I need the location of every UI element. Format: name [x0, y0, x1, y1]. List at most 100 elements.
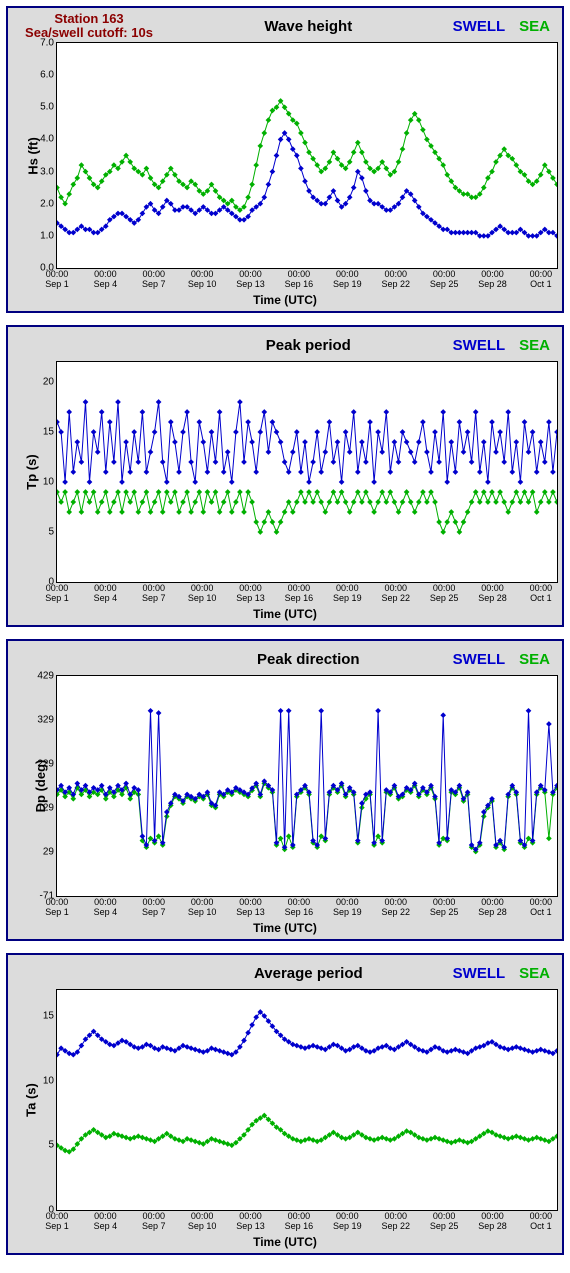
y-tick: 229 [37, 759, 57, 770]
series-svg [57, 676, 557, 896]
legend-sea: SEA [519, 337, 550, 354]
legend-sea: SEA [519, 965, 550, 982]
y-tick: 7.0 [40, 38, 57, 49]
series-sea [57, 489, 557, 535]
x-tick: 00:00Sep 22 [381, 584, 410, 604]
x-tick: 00:00Sep 25 [430, 584, 459, 604]
x-tick: 00:00Sep 28 [478, 1212, 507, 1232]
panel-hs: Station 163Sea/swell cutoff: 10sWave hei… [6, 6, 564, 313]
chart-title: Average period [164, 959, 453, 982]
panel-tp: Peak periodSWELLSEATp (s)0510152000:00Se… [6, 325, 564, 627]
x-tick: 00:00Sep 1 [45, 1212, 69, 1232]
legend: SWELLSEA [453, 331, 556, 354]
legend-sea: SEA [519, 18, 550, 35]
y-tick: 20 [43, 377, 57, 388]
x-tick: 00:00Sep 13 [236, 1212, 265, 1232]
x-tick: 00:00Sep 4 [94, 1212, 118, 1232]
x-tick: 00:00Sep 19 [333, 270, 362, 290]
x-tick: 00:00Sep 4 [94, 898, 118, 918]
y-tick: 15 [43, 1010, 57, 1021]
x-tick: 00:00Sep 25 [430, 898, 459, 918]
station-id: Station 163 [54, 11, 123, 26]
x-tick: 00:00Sep 16 [285, 898, 314, 918]
series-svg [57, 362, 557, 582]
y-tick: 129 [37, 803, 57, 814]
x-tick: 00:00Sep 13 [236, 584, 265, 604]
x-tick: 00:00Sep 25 [430, 1212, 459, 1232]
y-tick: 6.0 [40, 70, 57, 81]
x-tick: 00:00Sep 13 [236, 898, 265, 918]
chart-title: Wave height [164, 12, 453, 35]
x-tick: 00:00Sep 28 [478, 270, 507, 290]
panel-ta: Average periodSWELL SEA Ta (s)05101500:00S… [6, 953, 564, 1255]
panel-header: Station 163Sea/swell cutoff: 10sWave hei… [14, 12, 556, 42]
x-tick: 00:00Sep 22 [381, 898, 410, 918]
chart-title: Peak period [164, 331, 453, 354]
y-axis-label: Tp (s) [24, 454, 39, 489]
series-swell [57, 130, 557, 239]
plot-area: Ta (s)05101500:00Sep 100:00Sep 400:00Sep… [56, 989, 558, 1211]
series-sea [57, 1113, 557, 1155]
panel-header: Peak directionSWELLSEA [14, 645, 556, 675]
x-tick: 00:00Sep 10 [188, 898, 217, 918]
legend-swell: SWELL [453, 651, 506, 668]
legend: SWELL SEA [453, 959, 556, 982]
x-tick: 00:00Sep 19 [333, 1212, 362, 1232]
panel-header: Peak periodSWELLSEA [14, 331, 556, 361]
y-tick: 10 [43, 1075, 57, 1086]
y-tick: 15 [43, 427, 57, 438]
series-svg [57, 43, 557, 268]
plot-area: Hs (ft)0.01.02.03.04.05.06.07.000:00Sep … [56, 42, 558, 269]
x-tick: 00:00Oct 1 [530, 898, 553, 918]
plot-area: Tp (s)0510152000:00Sep 100:00Sep 400:00S… [56, 361, 558, 583]
x-tick: 00:00Sep 16 [285, 584, 314, 604]
legend: SWELL SEA [453, 645, 556, 668]
y-tick: 5.0 [40, 102, 57, 113]
x-tick: 00:00Sep 16 [285, 1212, 314, 1232]
y-tick: 2.0 [40, 198, 57, 209]
station-label: Station 163Sea/swell cutoff: 10s [14, 12, 164, 41]
x-tick: 00:00Sep 1 [45, 270, 69, 290]
legend-swell: SWELL [453, 965, 506, 982]
x-tick: 00:00Sep 16 [285, 270, 314, 290]
x-tick: 00:00Sep 25 [430, 270, 459, 290]
x-tick: 00:00Sep 19 [333, 584, 362, 604]
y-tick: 29 [43, 847, 57, 858]
series-sea [57, 781, 557, 855]
x-tick: 00:00Sep 13 [236, 270, 265, 290]
x-axis-label: Time (UTC) [14, 293, 556, 307]
series-sea [57, 98, 557, 213]
plot-area: Dp (deg)-712912922932942900:00Sep 100:00… [56, 675, 558, 897]
y-tick: 10 [43, 477, 57, 488]
x-tick: 00:00Sep 4 [94, 270, 118, 290]
x-tick: 00:00Sep 7 [142, 1212, 166, 1232]
legend: SWELL SEA [453, 12, 556, 35]
x-tick: 00:00Oct 1 [530, 1212, 553, 1232]
x-tick: 00:00Sep 10 [188, 584, 217, 604]
x-tick: 00:00Sep 1 [45, 898, 69, 918]
y-tick: 4.0 [40, 134, 57, 145]
panel-header: Average periodSWELL SEA [14, 959, 556, 989]
y-tick: 3.0 [40, 166, 57, 177]
legend-swell: SWELL [453, 18, 506, 35]
chart-stack: Station 163Sea/swell cutoff: 10sWave hei… [6, 6, 564, 1255]
x-tick: 00:00Sep 28 [478, 584, 507, 604]
series-swell [57, 1009, 557, 1057]
x-tick: 00:00Sep 7 [142, 270, 166, 290]
legend-sea: SEA [519, 651, 550, 668]
series-svg [57, 990, 557, 1210]
y-tick: 429 [37, 671, 57, 682]
panel-dp: Peak directionSWELLSEADp (deg)-712912922… [6, 639, 564, 941]
y-axis-label: Ta (s) [23, 1083, 38, 1117]
x-tick: 00:00Sep 4 [94, 584, 118, 604]
series-swell [57, 399, 557, 485]
x-tick: 00:00Sep 10 [188, 270, 217, 290]
y-axis-label: Hs (ft) [25, 137, 40, 175]
y-tick: 5 [48, 1140, 57, 1151]
x-tick: 00:00Sep 10 [188, 1212, 217, 1232]
y-tick: 329 [37, 715, 57, 726]
y-tick: 1.0 [40, 230, 57, 241]
y-tick: 5 [48, 527, 57, 538]
x-tick: 00:00Oct 1 [530, 270, 553, 290]
x-axis-label: Time (UTC) [14, 607, 556, 621]
